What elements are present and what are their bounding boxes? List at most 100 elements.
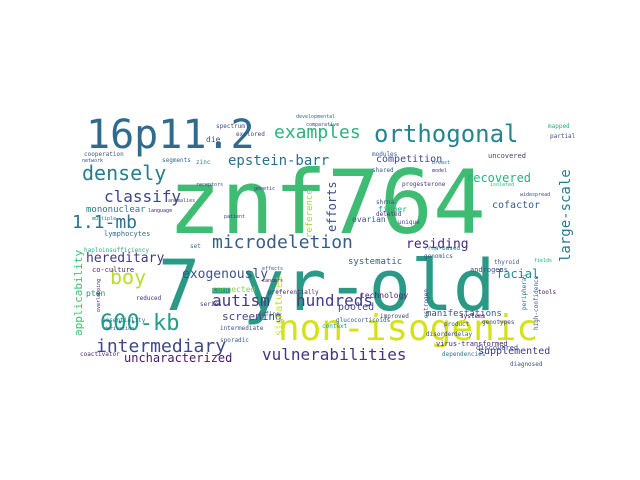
word: 600-kb	[100, 311, 179, 336]
word: 7-yr-old	[158, 245, 495, 327]
word: uncharacterized	[124, 351, 232, 365]
word: peripheral	[521, 273, 528, 310]
word: discovered	[476, 344, 518, 352]
word: reference	[305, 189, 315, 238]
word: tools	[538, 289, 556, 296]
word: deleted	[376, 211, 402, 218]
word: zinc	[196, 159, 211, 166]
word: mononuclear	[86, 205, 146, 215]
word: finger	[378, 205, 407, 214]
word: co-culture	[92, 266, 134, 274]
word: ovarian	[352, 215, 386, 224]
word: 1.1-mb	[72, 212, 137, 233]
word: preferentially	[268, 289, 319, 296]
word: orthogonal	[374, 120, 519, 148]
word: essentiality	[102, 317, 146, 324]
word: signatures	[274, 276, 285, 336]
word: rrna-based	[424, 245, 461, 252]
word: partial	[550, 133, 576, 140]
word: examples	[274, 122, 361, 143]
word: dependencies	[442, 351, 486, 358]
word: language	[148, 208, 172, 214]
word: genomics	[424, 253, 453, 260]
word: multiple	[92, 216, 116, 222]
word: intermediary	[96, 336, 226, 357]
word: connected	[212, 285, 256, 294]
word: efforts	[325, 181, 339, 232]
word: coactivator	[80, 351, 120, 358]
word: receptors	[196, 182, 223, 188]
word: fields	[534, 258, 552, 264]
word: genetic	[254, 186, 275, 192]
word: microdeletion	[212, 232, 353, 253]
word: large-scale	[558, 169, 574, 262]
word: developmental	[296, 114, 335, 120]
word: effects	[262, 266, 283, 272]
word: patient	[224, 214, 245, 220]
word: epstein-barr	[228, 153, 329, 169]
word: define	[258, 311, 280, 318]
word: thyroid	[494, 259, 520, 266]
word: improved	[380, 313, 409, 320]
word: hereditary	[86, 251, 164, 266]
word: network	[82, 158, 103, 164]
word: densely	[82, 161, 166, 185]
word: facial	[496, 267, 539, 281]
word: znf764	[168, 151, 486, 254]
word: manifestations	[426, 309, 502, 319]
word: screening	[222, 310, 282, 323]
word: systems	[460, 313, 486, 320]
word: autism	[212, 291, 270, 310]
word: classify	[104, 187, 181, 206]
word: set	[190, 243, 201, 250]
word: isolated	[490, 182, 514, 188]
word: cooperation	[84, 151, 124, 158]
word: competition	[376, 154, 442, 165]
word: estrogen	[423, 289, 430, 318]
word: sporadic	[220, 337, 249, 344]
word: disorder	[426, 331, 455, 338]
word: intermediate	[220, 325, 264, 332]
word: mapped	[548, 123, 570, 130]
word: anomalies	[168, 198, 195, 204]
word: recovered	[466, 171, 531, 185]
word: technology	[360, 291, 408, 300]
word: residing	[406, 237, 469, 252]
word: breast	[432, 160, 450, 166]
word: boy	[110, 265, 146, 289]
word: explored	[236, 131, 265, 138]
word: cofactor	[492, 200, 540, 211]
word: applicability	[72, 250, 85, 336]
word: model	[432, 168, 447, 174]
word: lymphocytes	[104, 230, 150, 238]
word: product	[444, 321, 470, 328]
word: virus-transformed	[436, 340, 508, 348]
word: systematic	[348, 257, 402, 267]
word: cancers	[262, 278, 283, 284]
word: progesterone	[402, 181, 446, 188]
word: widespread	[520, 192, 550, 198]
word: delay	[454, 331, 472, 338]
word: context	[322, 323, 348, 330]
word: supplemented	[478, 346, 550, 357]
word: genotypes	[482, 319, 515, 326]
word: spectrum	[216, 123, 245, 130]
word: shared	[372, 167, 394, 174]
word: unique	[398, 219, 420, 226]
word: series	[200, 301, 222, 308]
word: reduced	[136, 295, 162, 302]
word: pooled	[338, 302, 374, 313]
word: 16p11.2	[86, 112, 255, 158]
word: high-confidence	[533, 275, 540, 330]
word: diagnosed	[510, 361, 543, 368]
word: pten	[86, 289, 105, 298]
word: non-isogenic	[278, 308, 538, 349]
word: derivation	[104, 326, 134, 332]
word: androgens	[470, 266, 508, 274]
word: modules	[372, 151, 398, 158]
word: segments	[162, 157, 191, 164]
word: die	[206, 135, 221, 144]
word: haploinsufficiency	[84, 247, 149, 254]
word: vulnerabilities	[262, 345, 407, 364]
